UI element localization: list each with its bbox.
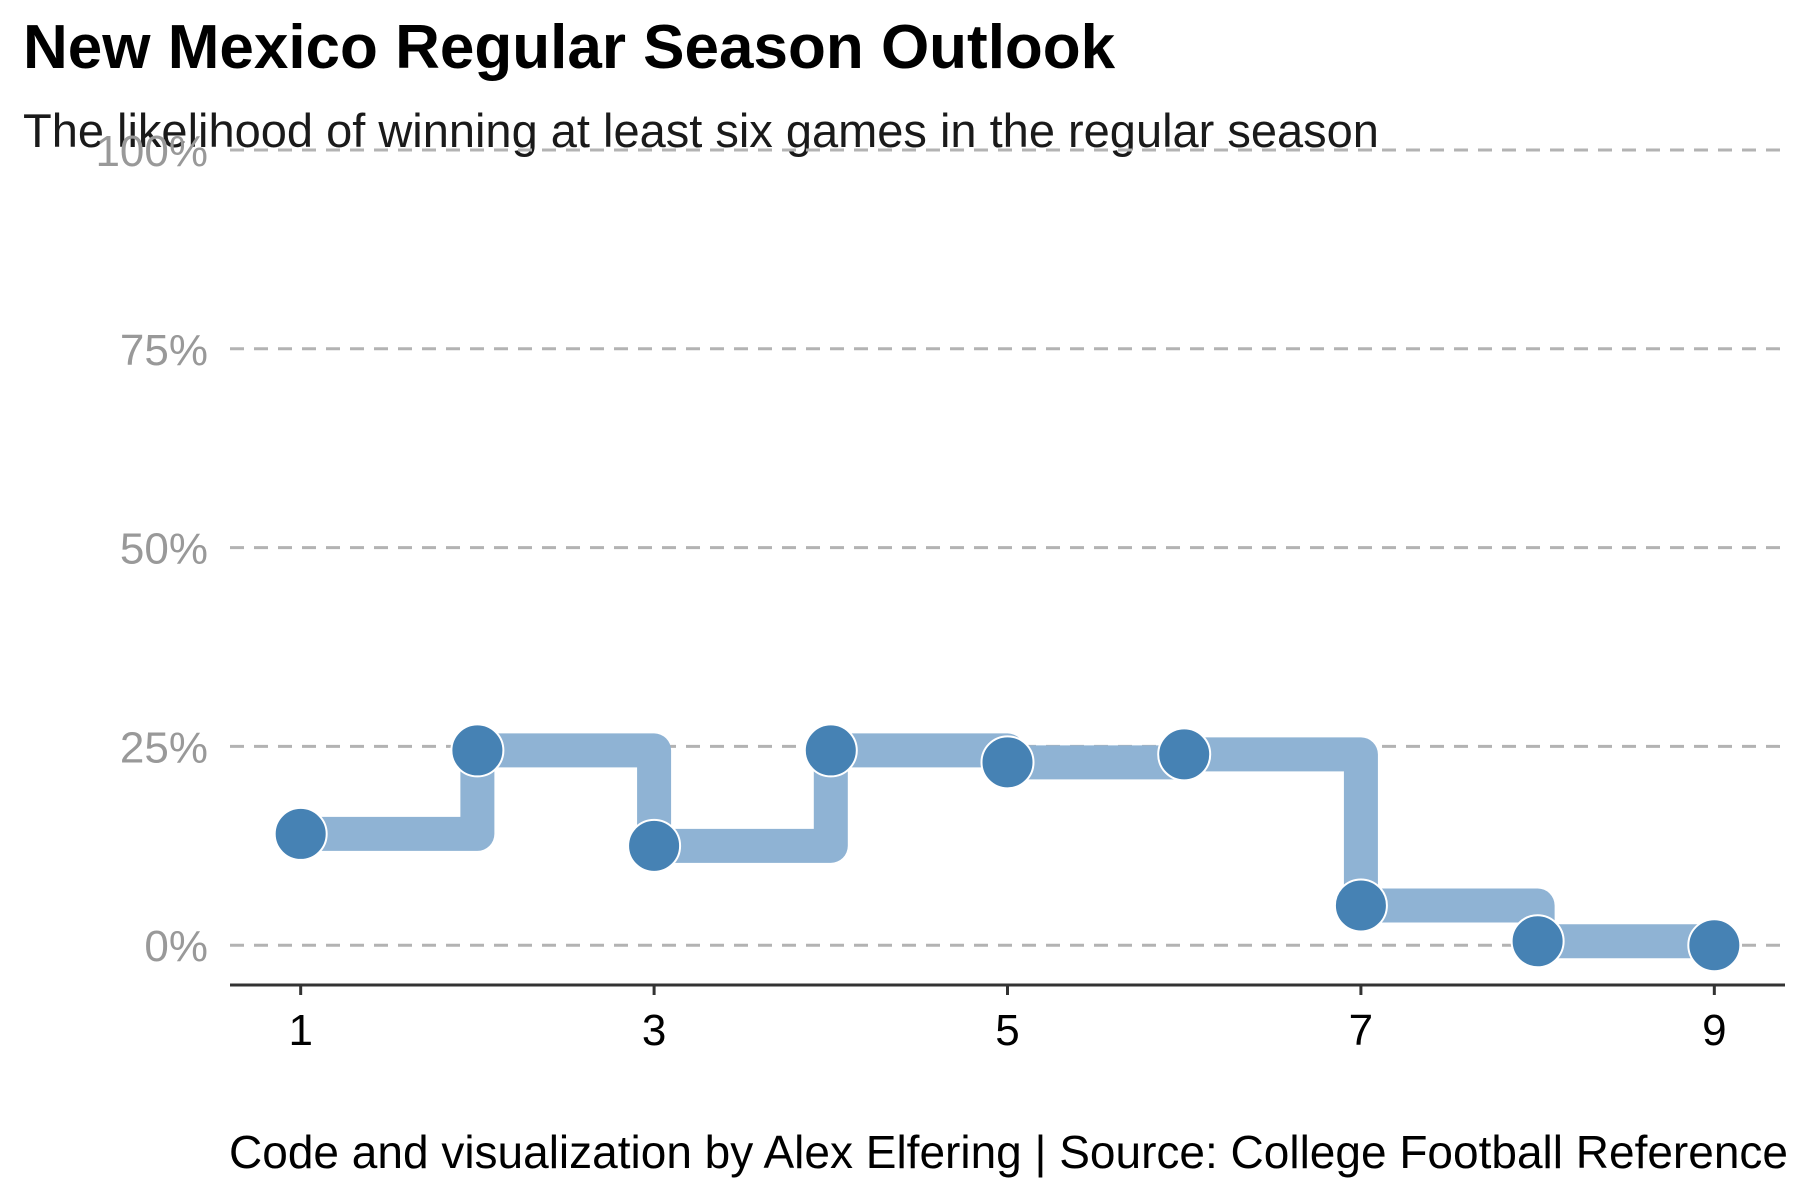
data-point (1510, 914, 1565, 969)
chart-caption: Code and visualization by Alex Elfering … (229, 1126, 1788, 1178)
data-point (980, 735, 1035, 790)
chart-subtitle: The likelihood of winning at least six g… (23, 104, 1379, 157)
y-tick-label: 75% (120, 326, 208, 375)
y-tick-label: 50% (120, 525, 208, 574)
data-point (1687, 918, 1742, 973)
x-tick-label: 9 (1702, 1006, 1726, 1055)
y-axis-ticks: 0% 25% 50% 75% 100% (95, 127, 208, 971)
x-tick-label: 1 (288, 1006, 312, 1055)
x-tick-label: 3 (642, 1006, 666, 1055)
x-tick-label: 5 (995, 1006, 1019, 1055)
x-tick-label: 7 (1349, 1006, 1373, 1055)
chart-title: New Mexico Regular Season Outlook (23, 13, 1116, 82)
data-point (1333, 878, 1388, 933)
x-axis-ticks: 1 3 5 7 9 (288, 985, 1727, 1055)
data-point (273, 806, 328, 861)
data-point (1157, 727, 1212, 782)
data-point (627, 818, 682, 873)
y-tick-label: 100% (95, 127, 208, 176)
y-tick-label: 25% (120, 723, 208, 772)
y-tick-label: 0% (144, 922, 208, 971)
data-point (450, 723, 505, 778)
data-points (273, 723, 1742, 973)
data-point (803, 723, 858, 778)
